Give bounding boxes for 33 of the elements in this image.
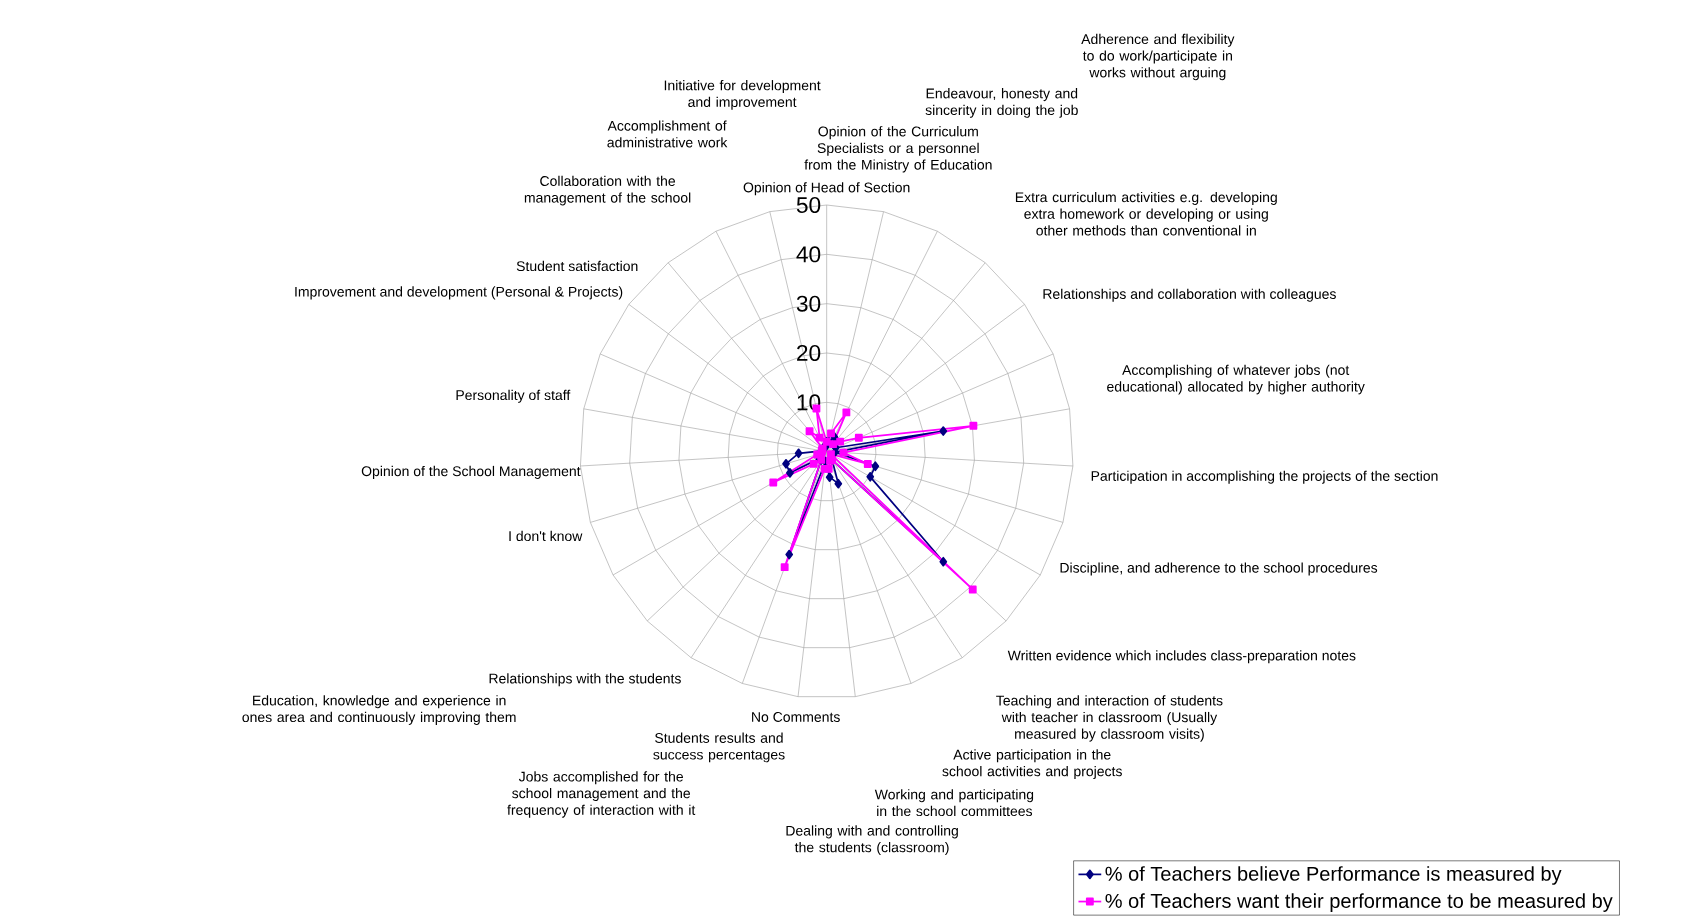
spoke-label: Teaching and interaction of students with teacher in classroom (Usually measured by classroom visits): [996, 695, 1223, 742]
spoke-label: Discipline, and adherence to the school procedures: [1060, 562, 1378, 576]
spoke-label: Accomplishment of administrative work: [607, 120, 728, 148]
spoke-label: Accomplishing of whatever jobs (not educational) allocated by higher authority: [1107, 364, 1365, 395]
spoke-label: Endeavour, honesty and sincerity in doing the job: [925, 88, 1078, 118]
y-tick-label: 30: [796, 295, 821, 312]
spoke-label: Education, knowledge and experience in ones area and continuously improving them: [242, 695, 516, 725]
spoke-label: Active participation in the school activities and projects: [942, 749, 1122, 780]
spoke-label: Participation in accomplishing the projects of the section: [1091, 470, 1438, 484]
spoke-label: Jobs accomplished for the school management and the frequency of interaction with it: [507, 771, 696, 818]
y-tick-label: 50: [796, 196, 821, 214]
legend-label: % of Teachers believe Performance is measured by: [1105, 866, 1562, 885]
spoke-label: Relationships with the students: [489, 673, 681, 687]
legend-label: % of Teachers want their performance to be measured by: [1105, 893, 1613, 912]
y-tick-label: 40: [796, 246, 821, 263]
spoke-label: Collaboration with the management of the school: [524, 175, 691, 206]
spoke-label: Personality of staff: [456, 389, 571, 403]
spoke-label: Adherence and flexibility to do work/participate in works without arguing: [1081, 33, 1235, 81]
spoke-label: Initiative for development and improvement: [664, 80, 821, 110]
spoke-label: No Comments: [752, 712, 840, 722]
spoke-label: Written evidence which includes class-preparation notes: [1007, 650, 1356, 664]
spoke-label: Students results and success percentages: [653, 732, 785, 763]
spoke-label: Opinion of the Curriculum Specialists or a personnel from the Ministry of Education: [804, 126, 992, 173]
spoke-label: Student satisfaction: [516, 260, 638, 272]
spoke-label: Opinion of Head of Section: [743, 182, 910, 196]
spoke-label: I don't know: [509, 530, 583, 542]
spoke-label: Extra curriculum activities e.g. developing extra homework or developing or using other methods than conventional in: [1015, 191, 1277, 236]
y-tick-label: 20: [797, 344, 821, 362]
spoke-label: Dealing with and controlling the students (classroom): [786, 825, 958, 856]
spoke-label: Improvement and development (Personal & Projects): [295, 286, 623, 300]
spoke-label: Opinion of the School Management: [361, 465, 581, 479]
spoke-label: Relationships and collaboration with colleagues: [1043, 288, 1336, 302]
spoke-label: Working and participating in the school committees: [874, 789, 1034, 817]
